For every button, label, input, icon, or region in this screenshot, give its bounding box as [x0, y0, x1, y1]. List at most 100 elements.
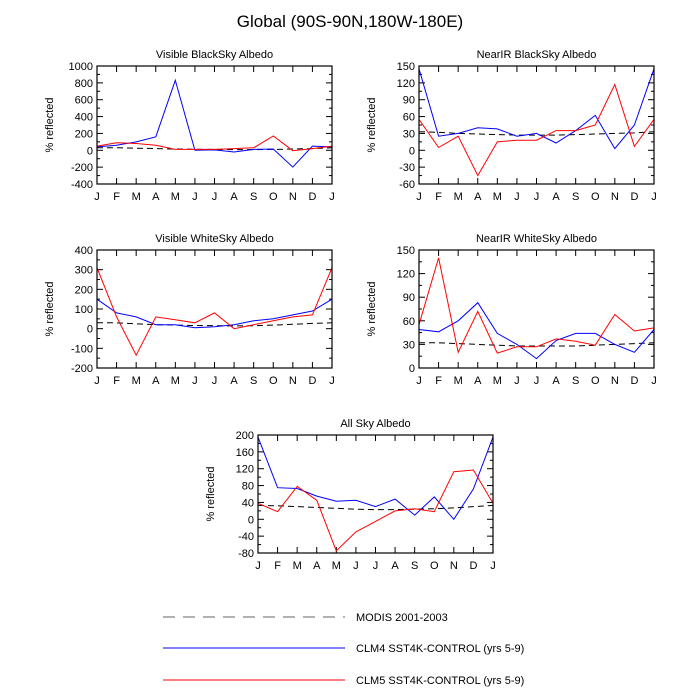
series-line-clm5 [418, 257, 655, 354]
y-tick-label: -40 [238, 531, 254, 543]
x-tick-label: S [572, 375, 579, 387]
x-tick-label: J [94, 191, 100, 203]
x-tick-label: M [332, 560, 341, 572]
plot-frame [257, 434, 494, 554]
x-tick-label: J [212, 375, 218, 387]
x-tick-label: D [469, 560, 477, 572]
x-tick-label: A [152, 191, 160, 203]
series-line-modis [418, 131, 655, 136]
x-tick-label: J [373, 560, 379, 572]
x-tick-label: M [132, 375, 141, 387]
y-tick-label: 60 [403, 316, 415, 328]
y-tick-label: 0 [409, 363, 415, 375]
y-tick-label: -100 [71, 343, 93, 355]
y-tick-label: 300 [75, 265, 93, 277]
y-tick-label: 80 [242, 481, 254, 493]
y-tick-label: 120 [397, 269, 415, 281]
plot-frame [96, 65, 333, 185]
y-tick-label: 150 [397, 61, 415, 73]
y-axis-label: % reflected [366, 281, 378, 336]
y-tick-label: 120 [397, 78, 415, 90]
y-tick-label: 150 [397, 245, 415, 257]
x-tick-label: J [192, 375, 198, 387]
chart-panel-5: All Sky Albedo % reflected -80 -40 0 40 80 120 1… [205, 418, 496, 572]
x-tick-label: S [250, 375, 257, 387]
y-tick-label: 200 [236, 430, 254, 442]
y-tick-label: 100 [75, 304, 93, 316]
x-tick-label: F [113, 375, 120, 387]
series-line-clm4 [257, 436, 494, 521]
x-tick-label: M [493, 191, 502, 203]
x-tick-label: M [171, 375, 180, 387]
x-tick-label: J [534, 375, 540, 387]
y-tick-label: 90 [403, 95, 415, 107]
plot-frame [418, 249, 655, 369]
x-tick-label: M [293, 560, 302, 572]
x-tick-label: A [474, 191, 482, 203]
x-tick-label: O [269, 375, 278, 387]
x-tick-label: O [591, 375, 600, 387]
series-line-clm4 [96, 78, 333, 168]
x-tick-label: J [192, 191, 198, 203]
x-tick-label: A [230, 375, 238, 387]
y-tick-label: 200 [75, 284, 93, 296]
y-tick-label: -80 [238, 548, 254, 560]
y-tick-label: 0 [87, 145, 93, 157]
x-tick-label: D [308, 375, 316, 387]
y-tick-label: -60 [399, 179, 415, 191]
x-tick-label: O [591, 191, 600, 203]
y-axis-label: % reflected [44, 97, 56, 152]
plot-frame [96, 249, 333, 369]
chart-panel-2: NearIR BlackSky Albedo % reflected -60 -30 0… [366, 49, 657, 203]
x-tick-label: A [152, 375, 160, 387]
series-line-clm4 [96, 298, 333, 329]
series-line-clm5 [418, 83, 655, 177]
x-tick-label: J [212, 191, 218, 203]
legend-label-clm5: CLM5 SST4K-CONTROL (yrs 5-9) [356, 675, 524, 687]
y-tick-label: 30 [403, 339, 415, 351]
y-axis-label: % reflected [366, 97, 378, 152]
y-tick-label: 120 [236, 464, 254, 476]
x-tick-label: A [552, 191, 560, 203]
x-tick-label: A [552, 375, 560, 387]
x-tick-label: J [416, 191, 422, 203]
y-tick-label: -400 [71, 179, 93, 191]
series-line-modis [97, 147, 333, 151]
series-line-clm5 [96, 135, 333, 152]
legend-label-modis: MODIS 2001-2003 [356, 612, 448, 624]
chart-title: NearIR BlackSky Albedo [477, 49, 597, 61]
chart-panel-1: Visible BlackSky Albedo % reflected -400 -2… [44, 49, 335, 203]
series-line-clm5 [96, 267, 333, 357]
y-axis-label: % reflected [205, 466, 217, 521]
y-tick-label: 90 [403, 292, 415, 304]
x-tick-label: J [94, 375, 100, 387]
y-tick-label: 40 [242, 497, 254, 509]
x-tick-label: M [132, 191, 141, 203]
y-tick-label: 1000 [69, 61, 93, 73]
x-tick-label: J [514, 375, 520, 387]
x-tick-label: F [274, 560, 281, 572]
x-tick-label: O [430, 560, 439, 572]
x-tick-label: J [651, 375, 657, 387]
x-tick-label: N [289, 375, 297, 387]
series-line-clm4 [418, 301, 655, 360]
x-tick-label: J [255, 560, 261, 572]
y-tick-label: 0 [87, 324, 93, 336]
chart-panel-4: NearIR WhiteSky Albedo % reflected 0 30 60 90… [366, 233, 657, 387]
y-tick-label: 60 [403, 112, 415, 124]
figure-title: Global (90S-90N,180W-180E) [236, 12, 464, 31]
chart-panel-3: Visible WhiteSky Albedo % reflected -200 -1… [44, 233, 335, 387]
y-tick-label: 800 [75, 78, 93, 90]
legend: MODIS 2001-2003 CLM4 SST4K-CONTROL (yrs 5… [163, 612, 524, 687]
x-tick-label: D [308, 191, 316, 203]
x-tick-label: J [651, 191, 657, 203]
series-line-modis [97, 322, 333, 327]
x-tick-label: A [391, 560, 399, 572]
x-tick-label: A [230, 191, 238, 203]
x-tick-label: S [572, 191, 579, 203]
x-tick-label: J [329, 191, 335, 203]
x-tick-label: D [630, 191, 638, 203]
x-tick-label: M [493, 375, 502, 387]
y-tick-label: 0 [409, 145, 415, 157]
